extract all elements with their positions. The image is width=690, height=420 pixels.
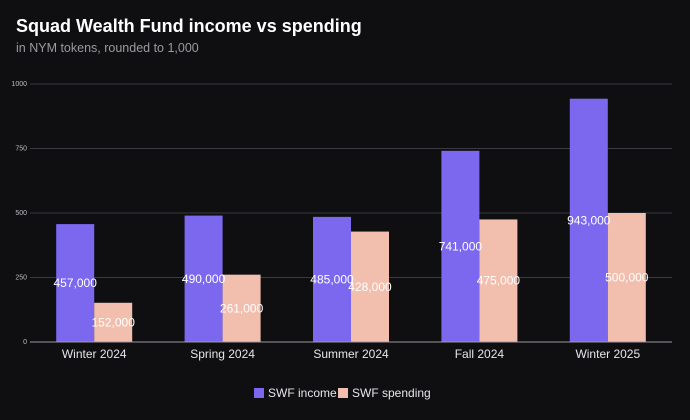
- y-tick-label: 500: [15, 210, 27, 217]
- x-tick-label: Winter 2025: [575, 347, 640, 361]
- chart-title: Squad Wealth Fund income vs spending: [16, 16, 362, 36]
- bar-spending: [222, 274, 261, 342]
- chart-subtitle: in NYM tokens, rounded to 1,000: [16, 41, 199, 55]
- data-label: 485,000: [310, 272, 354, 286]
- x-tick-label: Spring 2024: [190, 347, 255, 361]
- x-tick-label: Summer 2024: [313, 347, 389, 361]
- data-label: 428,000: [348, 280, 392, 294]
- bar-spending: [351, 231, 389, 342]
- x-tick-label: Fall 2024: [455, 347, 505, 361]
- data-label: 500,000: [605, 271, 649, 285]
- y-tick-label: 750: [15, 146, 27, 153]
- data-label: 152,000: [92, 315, 136, 329]
- data-label: 475,000: [477, 274, 521, 288]
- legend-label: SWF spending: [352, 386, 431, 400]
- bar-income: [184, 215, 223, 342]
- data-label: 943,000: [567, 213, 611, 227]
- y-tick-label: 1000: [11, 81, 27, 88]
- data-label: 261,000: [220, 301, 264, 315]
- bar-spending: [94, 302, 133, 342]
- bar-spending: [607, 213, 646, 342]
- data-label: 741,000: [439, 239, 483, 253]
- legend-swatch: [338, 388, 348, 398]
- bar-income: [569, 98, 608, 343]
- legend-swatch: [254, 388, 264, 398]
- data-label: 457,000: [54, 276, 98, 290]
- bar-income: [313, 216, 351, 342]
- y-tick-label: 250: [15, 275, 27, 282]
- bar-income: [441, 150, 480, 342]
- legend-label: SWF income: [268, 386, 337, 400]
- y-tick-label: 0: [23, 339, 27, 346]
- x-tick-label: Winter 2024: [62, 347, 127, 361]
- bar-spending: [479, 219, 518, 342]
- bar-income: [56, 224, 95, 342]
- data-label: 490,000: [182, 272, 226, 286]
